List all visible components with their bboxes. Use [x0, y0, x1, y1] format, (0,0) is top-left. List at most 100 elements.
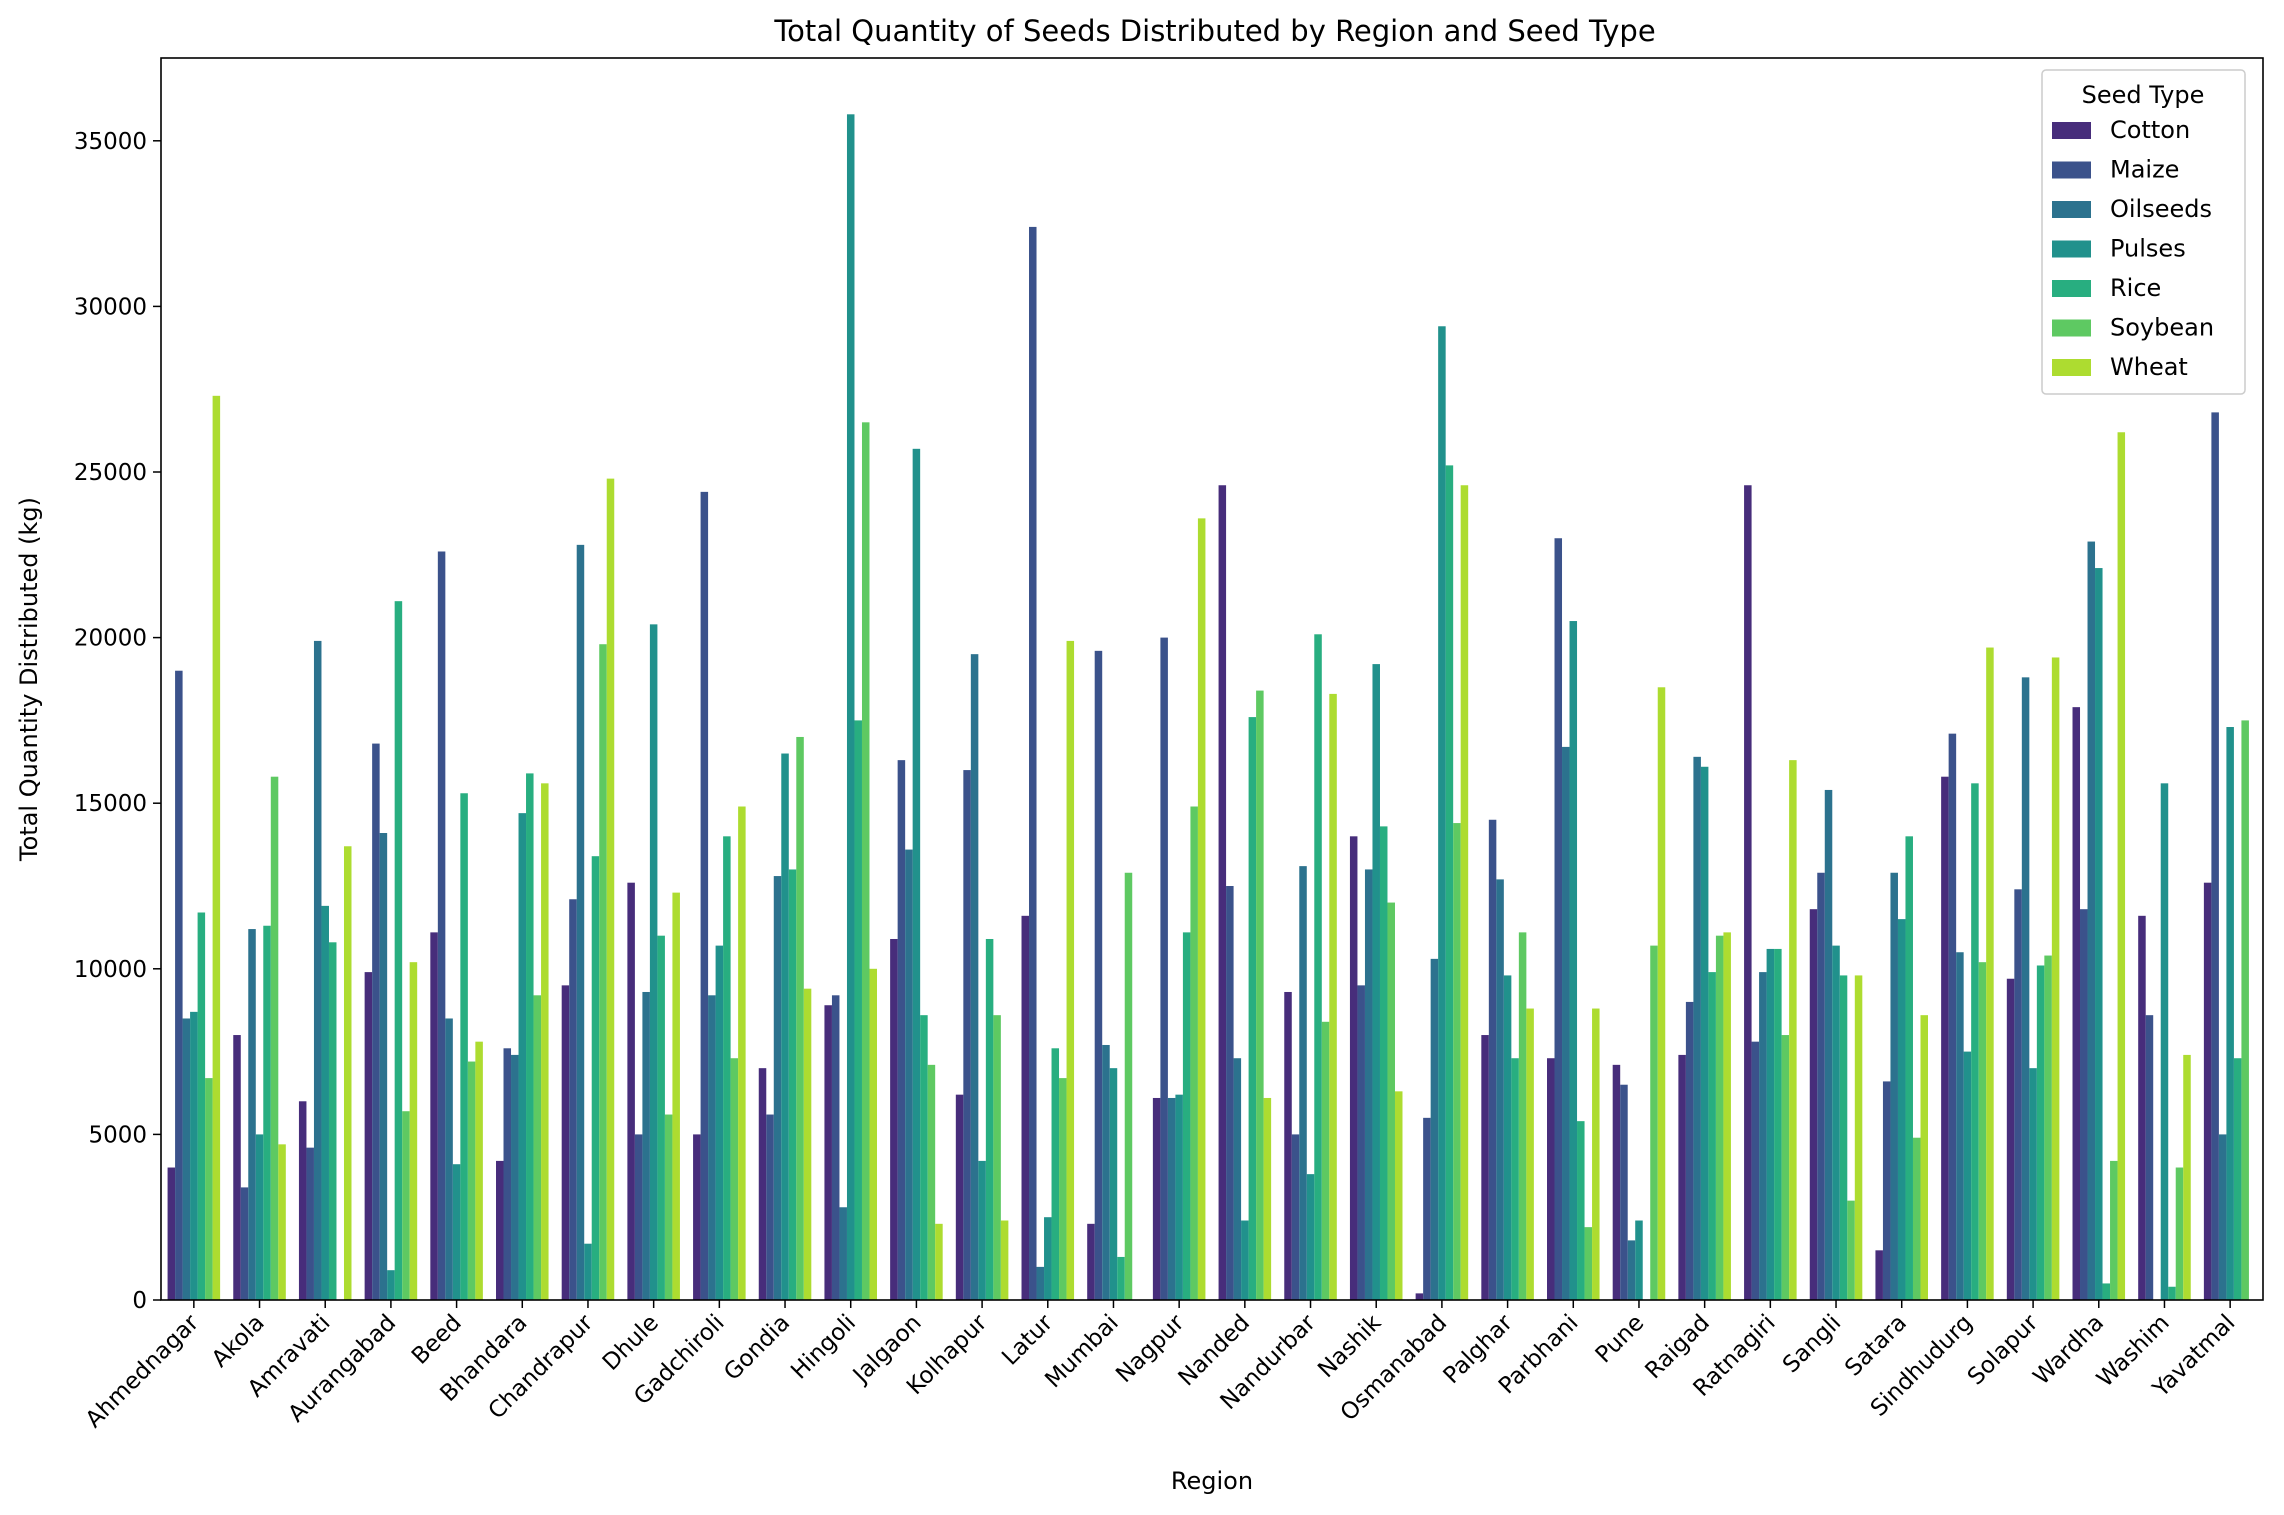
bar-maize-chandrapur: [569, 899, 577, 1300]
bar-wheat-nagpur: [1197, 518, 1206, 1300]
bar-cotton-beed: [430, 932, 438, 1300]
bar-oilseeds-gondia: [773, 876, 782, 1300]
bar-cotton-ratnagiri: [1744, 485, 1752, 1300]
bar-soybean-pune: [1650, 945, 1658, 1300]
legend-label-oilseeds: Oilseeds: [2110, 195, 2212, 223]
bar-maize-satara: [1882, 1081, 1891, 1300]
bar-pulses-pune: [1635, 1220, 1643, 1300]
bar-cotton-raigad: [1678, 1054, 1686, 1300]
bar-cotton-latur: [1021, 915, 1030, 1300]
y-tick-label: 25000: [74, 460, 147, 486]
bar-cotton-gondia: [758, 1068, 767, 1300]
legend-items: Cotton Maize Oilseeds Pulses Rice Soybean Whea…: [2052, 116, 2214, 381]
bar-maize-parbhani: [1554, 538, 1563, 1300]
bar-pulses-nashik: [1372, 664, 1380, 1300]
y-tick-label: 30000: [74, 294, 147, 320]
bar-oilseeds-ahmednagar: [182, 1018, 191, 1300]
bar-oilseeds-jalgaon: [905, 849, 913, 1300]
bar-soybean-nandurbar: [1321, 1021, 1330, 1300]
bar-oilseeds-sindhudurg: [1956, 952, 1964, 1300]
bar-oilseeds-dhule: [642, 991, 650, 1300]
bar-oilseeds-parbhani: [1562, 746, 1570, 1300]
bar-maize-latur: [1029, 226, 1037, 1300]
bar-oilseeds-pune: [1627, 1240, 1636, 1300]
bars-group: [167, 114, 2249, 1300]
legend: Seed Type Cotton Maize Oilseeds Pulses Rice S…: [2041, 69, 2246, 395]
bar-maize-akola: [240, 1187, 249, 1300]
bar-cotton-nandurbar: [1284, 991, 1292, 1300]
y-tick-label: 0: [132, 1288, 147, 1314]
bar-maize-nagpur: [1160, 637, 1168, 1300]
bar-wheat-amravati: [343, 846, 352, 1300]
bar-maize-aurangabad: [372, 743, 380, 1300]
bar-soybean-nashik: [1387, 902, 1395, 1300]
bar-rice-beed: [460, 793, 468, 1300]
bar-maize-hingoli: [831, 995, 840, 1300]
bar-cotton-chandrapur: [561, 985, 570, 1300]
bar-rice-kolhapur: [985, 938, 994, 1300]
legend-swatch-oilseeds: [2052, 201, 2091, 218]
bar-rice-raigad: [1708, 972, 1716, 1300]
bar-soybean-yavatmal: [2241, 720, 2249, 1300]
bar-pulses-washim: [2160, 783, 2169, 1300]
bar-maize-nandurbar: [1291, 1134, 1300, 1300]
bar-maize-dhule: [634, 1134, 643, 1300]
bar-wheat-washim: [2183, 1054, 2191, 1300]
bar-cotton-nashik: [1349, 836, 1358, 1300]
legend-swatch-soybean: [2052, 319, 2091, 337]
bar-oilseeds-mumbai: [1102, 1044, 1110, 1300]
legend-swatch-rice: [2052, 280, 2091, 297]
bar-soybean-osmanabad: [1453, 823, 1461, 1300]
bar-pulses-sangli: [1832, 945, 1840, 1300]
bar-soybean-akola: [270, 776, 279, 1300]
legend-title: Seed Type: [2082, 81, 2205, 109]
bar-cotton-sindhudurg: [1941, 776, 1949, 1300]
bar-rice-hingoli: [854, 720, 862, 1300]
legend-label-maize: Maize: [2110, 156, 2179, 184]
plot-frame: [160, 57, 2264, 1301]
legend-label-pulses: Pulses: [2110, 235, 2186, 263]
x-tick-label: Mumbai: [1040, 1310, 1123, 1393]
x-tick-label: Solapur: [1963, 1309, 2044, 1390]
bar-pulses-solapur: [2029, 1068, 2037, 1300]
bar-cotton-bhandara: [496, 1160, 504, 1300]
bar-rice-gondia: [788, 869, 797, 1300]
y-tick-label: 5000: [88, 1122, 147, 1148]
bar-rice-aurangabad: [394, 601, 403, 1300]
y-tick-label: 10000: [74, 957, 147, 983]
bar-soybean-solapur: [2044, 955, 2052, 1300]
bar-soybean-ratnagiri: [1781, 1035, 1790, 1300]
bar-cotton-osmanabad: [1415, 1293, 1424, 1300]
y-tick-label: 20000: [74, 626, 147, 652]
chart-title: Total Quantity of Seeds Distributed by R…: [773, 14, 1655, 48]
bar-rice-satara: [1905, 836, 1913, 1300]
bar-wheat-kolhapur: [1000, 1220, 1009, 1300]
bar-rice-palghar: [1511, 1058, 1519, 1300]
bar-rice-wardha: [2102, 1283, 2111, 1300]
bar-soybean-parbhani: [1584, 1227, 1593, 1300]
bar-rice-gadchiroli: [723, 836, 731, 1300]
bar-rice-bhandara: [526, 773, 534, 1300]
bar-oilseeds-chandrapur: [576, 544, 585, 1300]
bar-rice-yavatmal: [2233, 1058, 2242, 1300]
bar-pulses-ahmednagar: [190, 1011, 198, 1300]
x-tick-label: Hingoli: [786, 1310, 861, 1385]
bar-wheat-jalgaon: [935, 1223, 943, 1300]
bar-wheat-hingoli: [869, 968, 877, 1300]
bar-pulses-wardha: [2095, 568, 2103, 1300]
bar-wheat-raigad: [1723, 932, 1731, 1300]
bar-soybean-dhule: [664, 1114, 673, 1300]
bar-oilseeds-nagpur: [1167, 1097, 1176, 1300]
bar-cotton-pune: [1612, 1064, 1621, 1300]
bar-oilseeds-yavatmal: [2218, 1134, 2227, 1300]
bar-pulses-aurangabad: [387, 1270, 395, 1300]
legend-swatch-wheat: [2052, 359, 2091, 376]
bar-cotton-parbhani: [1547, 1058, 1555, 1300]
bar-maize-gondia: [766, 1114, 774, 1300]
bar-pulses-sindhudurg: [1963, 1051, 1972, 1300]
bar-soybean-aurangabad: [402, 1111, 410, 1300]
bar-wheat-satara: [1920, 1015, 1928, 1300]
legend-swatch-maize: [2052, 161, 2091, 179]
bar-maize-wardha: [2080, 909, 2088, 1300]
